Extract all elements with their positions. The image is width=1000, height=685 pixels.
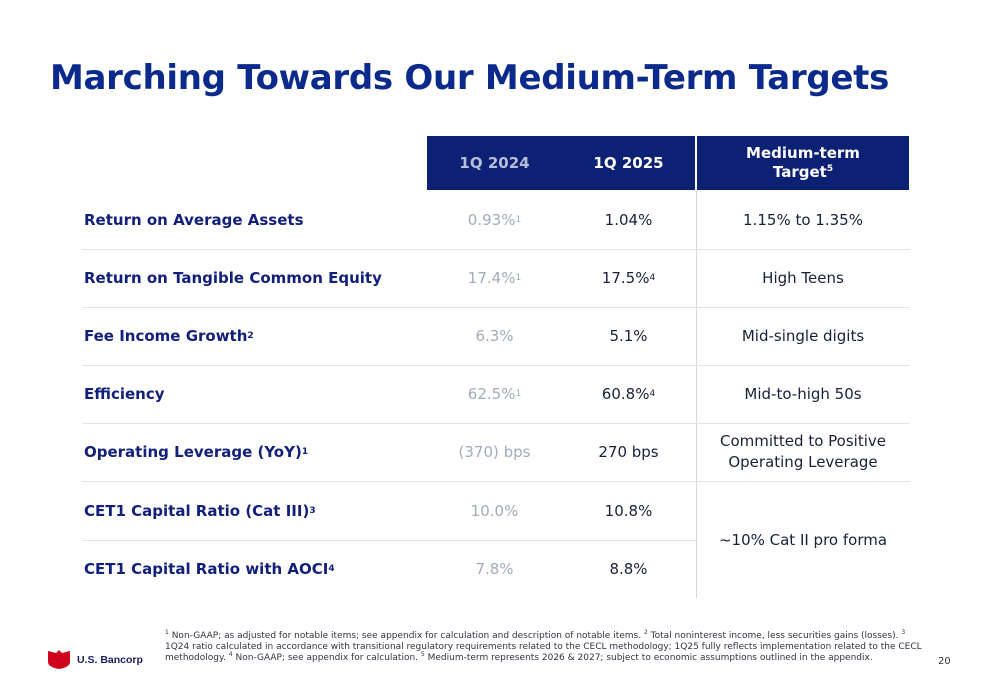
row-label: CET1 Capital Ratio (Cat III) 3 [84,502,316,520]
value-1q-2025: 1.04% [604,211,653,229]
row-label: Return on Tangible Common Equity [84,269,382,287]
header-1q-2024: 1Q 2024 [427,136,562,190]
usbank-shield-icon [48,650,70,669]
value-1q-2024: 0.93% 1 [467,211,522,229]
value-target: Committed to Positive Operating Leverage [720,432,886,471]
value-1q-2024: 10.0% [470,502,519,520]
header-1q-2025: 1Q 2025 [562,136,695,190]
header-target-line1: Medium-term [746,144,860,162]
value-1q-2024: 62.5% 1 [467,385,522,403]
page-title: Marching Towards Our Medium-Term Targets [50,58,890,98]
value-1q-2025: 8.8% [609,560,648,578]
us-bancorp-logo: U.S. Bancorp [48,650,143,669]
table-row-return-on-tangible-common-equity: Return on Tangible Common Equity 17.4% 1 … [82,249,910,308]
value-target: Mid-single digits [741,326,865,345]
table-row-fee-income-growth: Fee Income Growth 2 6.3% 5.1% Mid-single … [82,307,910,366]
table-row-efficiency: Efficiency 62.5% 1 60.8% 4 Mid-to-high 50s [82,365,910,424]
value-1q-2024: 6.3% [475,327,514,345]
value-1q-2024: 7.8% [475,560,514,578]
row-label: Operating Leverage (YoY) 1 [84,443,309,461]
table-row-operating-leverage: Operating Leverage (YoY) 1 (370) bps 270 … [82,423,910,482]
value-1q-2024: (370) bps [458,443,531,461]
merged-target-cet1: ~10% Cat II pro forma [718,531,888,549]
table-row-cet1-cat-iii: CET1 Capital Ratio (Cat III) 3 10.0% 10.8… [82,482,696,541]
row-label: Return on Average Assets [84,211,304,229]
footnotes: 1 Non-GAAP; as adjusted for notable item… [165,629,922,664]
row-label: CET1 Capital Ratio with AOCI 4 [84,560,335,578]
value-target: High Teens [762,268,844,287]
value-1q-2025: 270 bps [598,443,659,461]
value-1q-2025: 17.5% 4 [601,269,656,287]
table-row-cet1-with-aoci: CET1 Capital Ratio with AOCI 4 7.8% 8.8% [82,540,696,598]
column-divider [696,190,697,598]
header-divider [695,136,697,190]
value-1q-2025: 5.1% [609,327,648,345]
table-row-return-on-average-assets: Return on Average Assets 0.93% 1 1.04% 1.… [82,191,910,250]
logo-text: U.S. Bancorp [77,653,143,666]
value-1q-2025: 10.8% [604,502,653,520]
row-label: Efficiency [84,385,165,403]
row-label: Fee Income Growth 2 [84,327,254,345]
header-medium-term-target: Medium-term Target5 [697,136,909,190]
header-target-line2: Target5 [772,163,834,181]
page-number: 20 [938,656,951,667]
value-target: Mid-to-high 50s [744,384,862,403]
value-target: 1.15% to 1.35% [743,210,863,229]
value-1q-2025: 60.8% 4 [601,385,656,403]
value-1q-2024: 17.4% 1 [467,269,522,287]
